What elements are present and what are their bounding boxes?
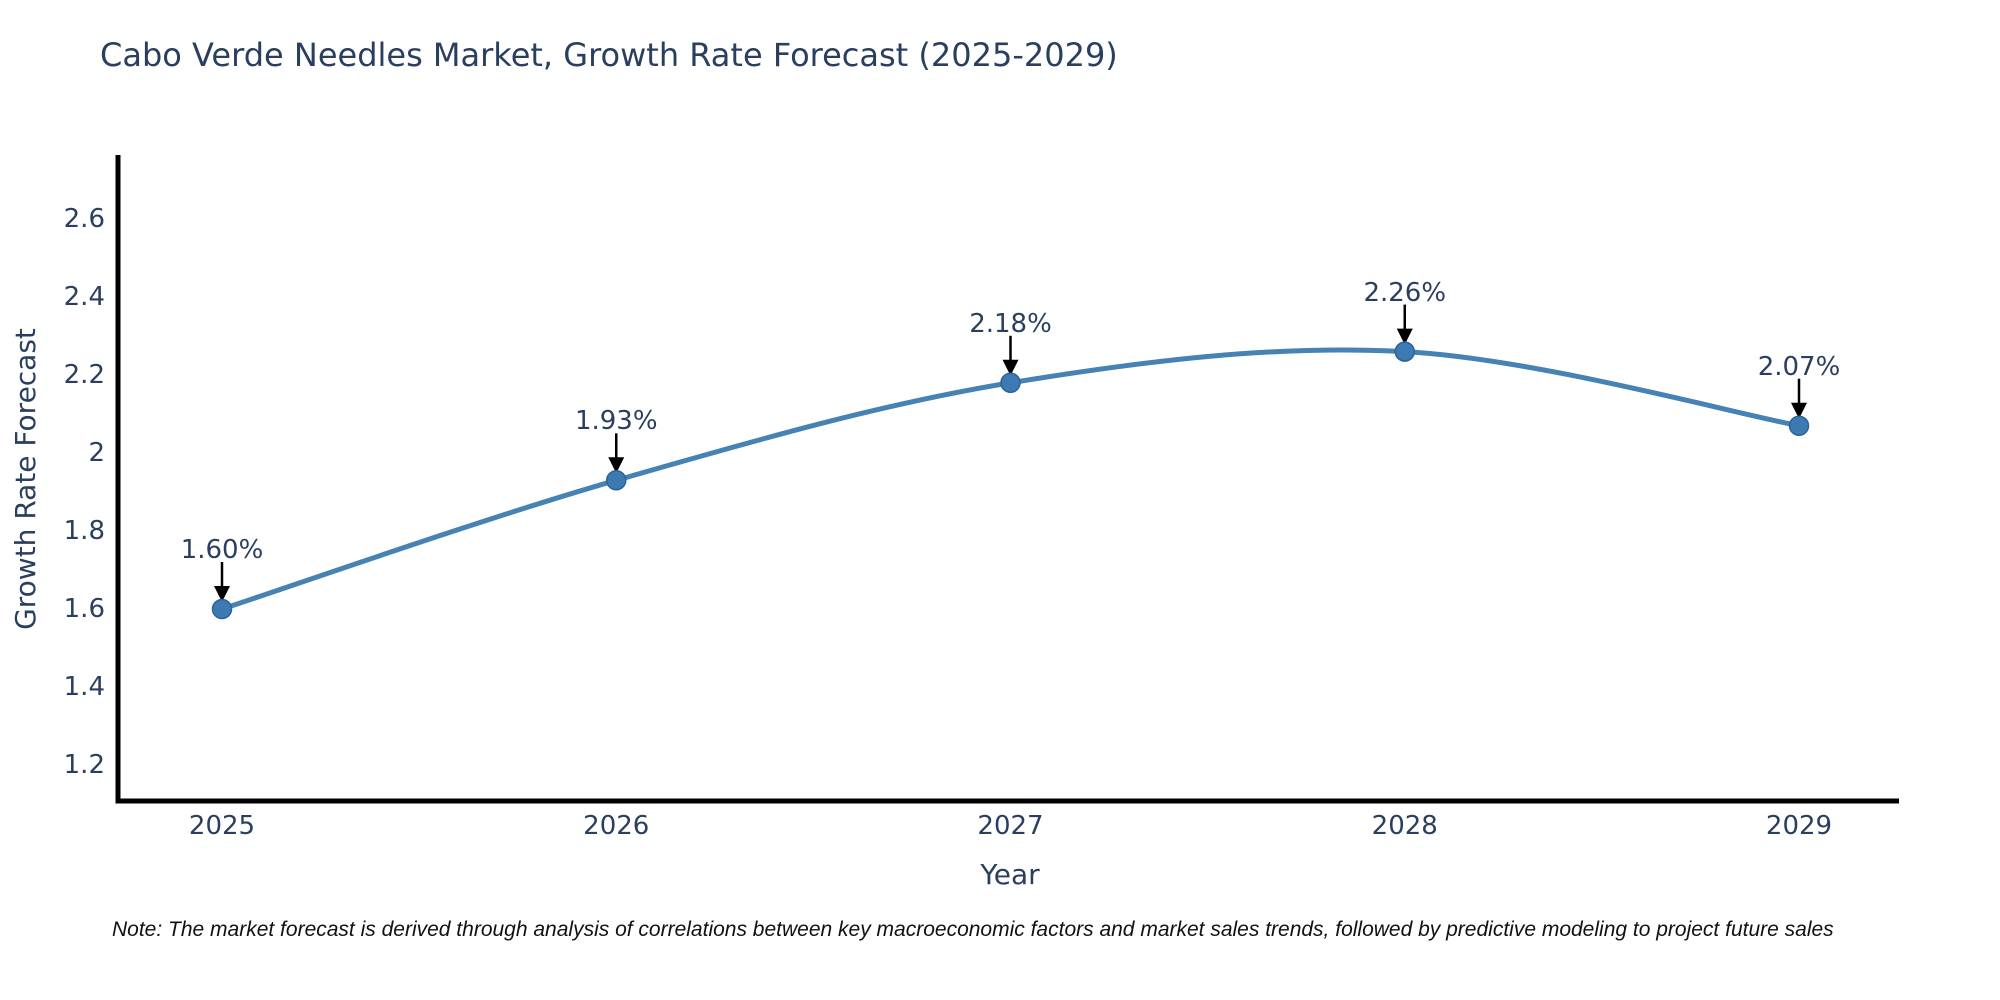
- x-tick-2028: 2028: [1371, 811, 1438, 841]
- data-point-2026[interactable]: [606, 470, 627, 491]
- y-tick-2.4: 2.4: [63, 282, 105, 312]
- annotation-arrowhead-icon: [1396, 328, 1413, 345]
- y-tick-2: 2: [88, 438, 105, 468]
- x-tick-2026: 2026: [583, 811, 650, 841]
- y-tick-2.2: 2.2: [63, 360, 105, 390]
- annotation-arrowhead-icon: [1791, 402, 1807, 419]
- x-tick-2029: 2029: [1765, 811, 1833, 841]
- data-point-2027[interactable]: [1000, 372, 1021, 394]
- data-point-2028[interactable]: [1394, 341, 1415, 362]
- data-point-2025[interactable]: [211, 598, 233, 620]
- data-point-2029[interactable]: [1788, 415, 1810, 436]
- x-tick-2025: 2025: [188, 811, 256, 841]
- annotation-arrowhead-icon: [1002, 359, 1019, 376]
- y-tick-1.2: 1.2: [63, 750, 105, 780]
- annotation-arrowhead-icon: [214, 586, 230, 602]
- annotation-arrowhead-icon: [608, 457, 625, 474]
- point-label-2027: 2.18%: [969, 308, 1052, 339]
- point-label-2026: 1.93%: [574, 406, 658, 437]
- x-tick-2027: 2027: [977, 811, 1044, 841]
- annotation-arrows: [214, 304, 1807, 602]
- point-label-2028: 2.26%: [1363, 277, 1447, 308]
- data-markers: [211, 341, 1810, 620]
- y-tick-1.8: 1.8: [63, 516, 105, 546]
- footnote: Note: The market forecast is derived thr…: [112, 918, 1834, 941]
- y-tick-2.6: 2.6: [63, 204, 105, 234]
- x-axis-title: Year: [980, 858, 1040, 891]
- y-tick-1.4: 1.4: [63, 672, 105, 702]
- point-label-2029: 2.07%: [1757, 351, 1841, 382]
- chart-title: Cabo Verde Needles Market, Growth Rate F…: [100, 36, 1118, 74]
- y-tick-1.6: 1.6: [63, 594, 105, 624]
- point-label-2025: 1.60%: [180, 535, 264, 565]
